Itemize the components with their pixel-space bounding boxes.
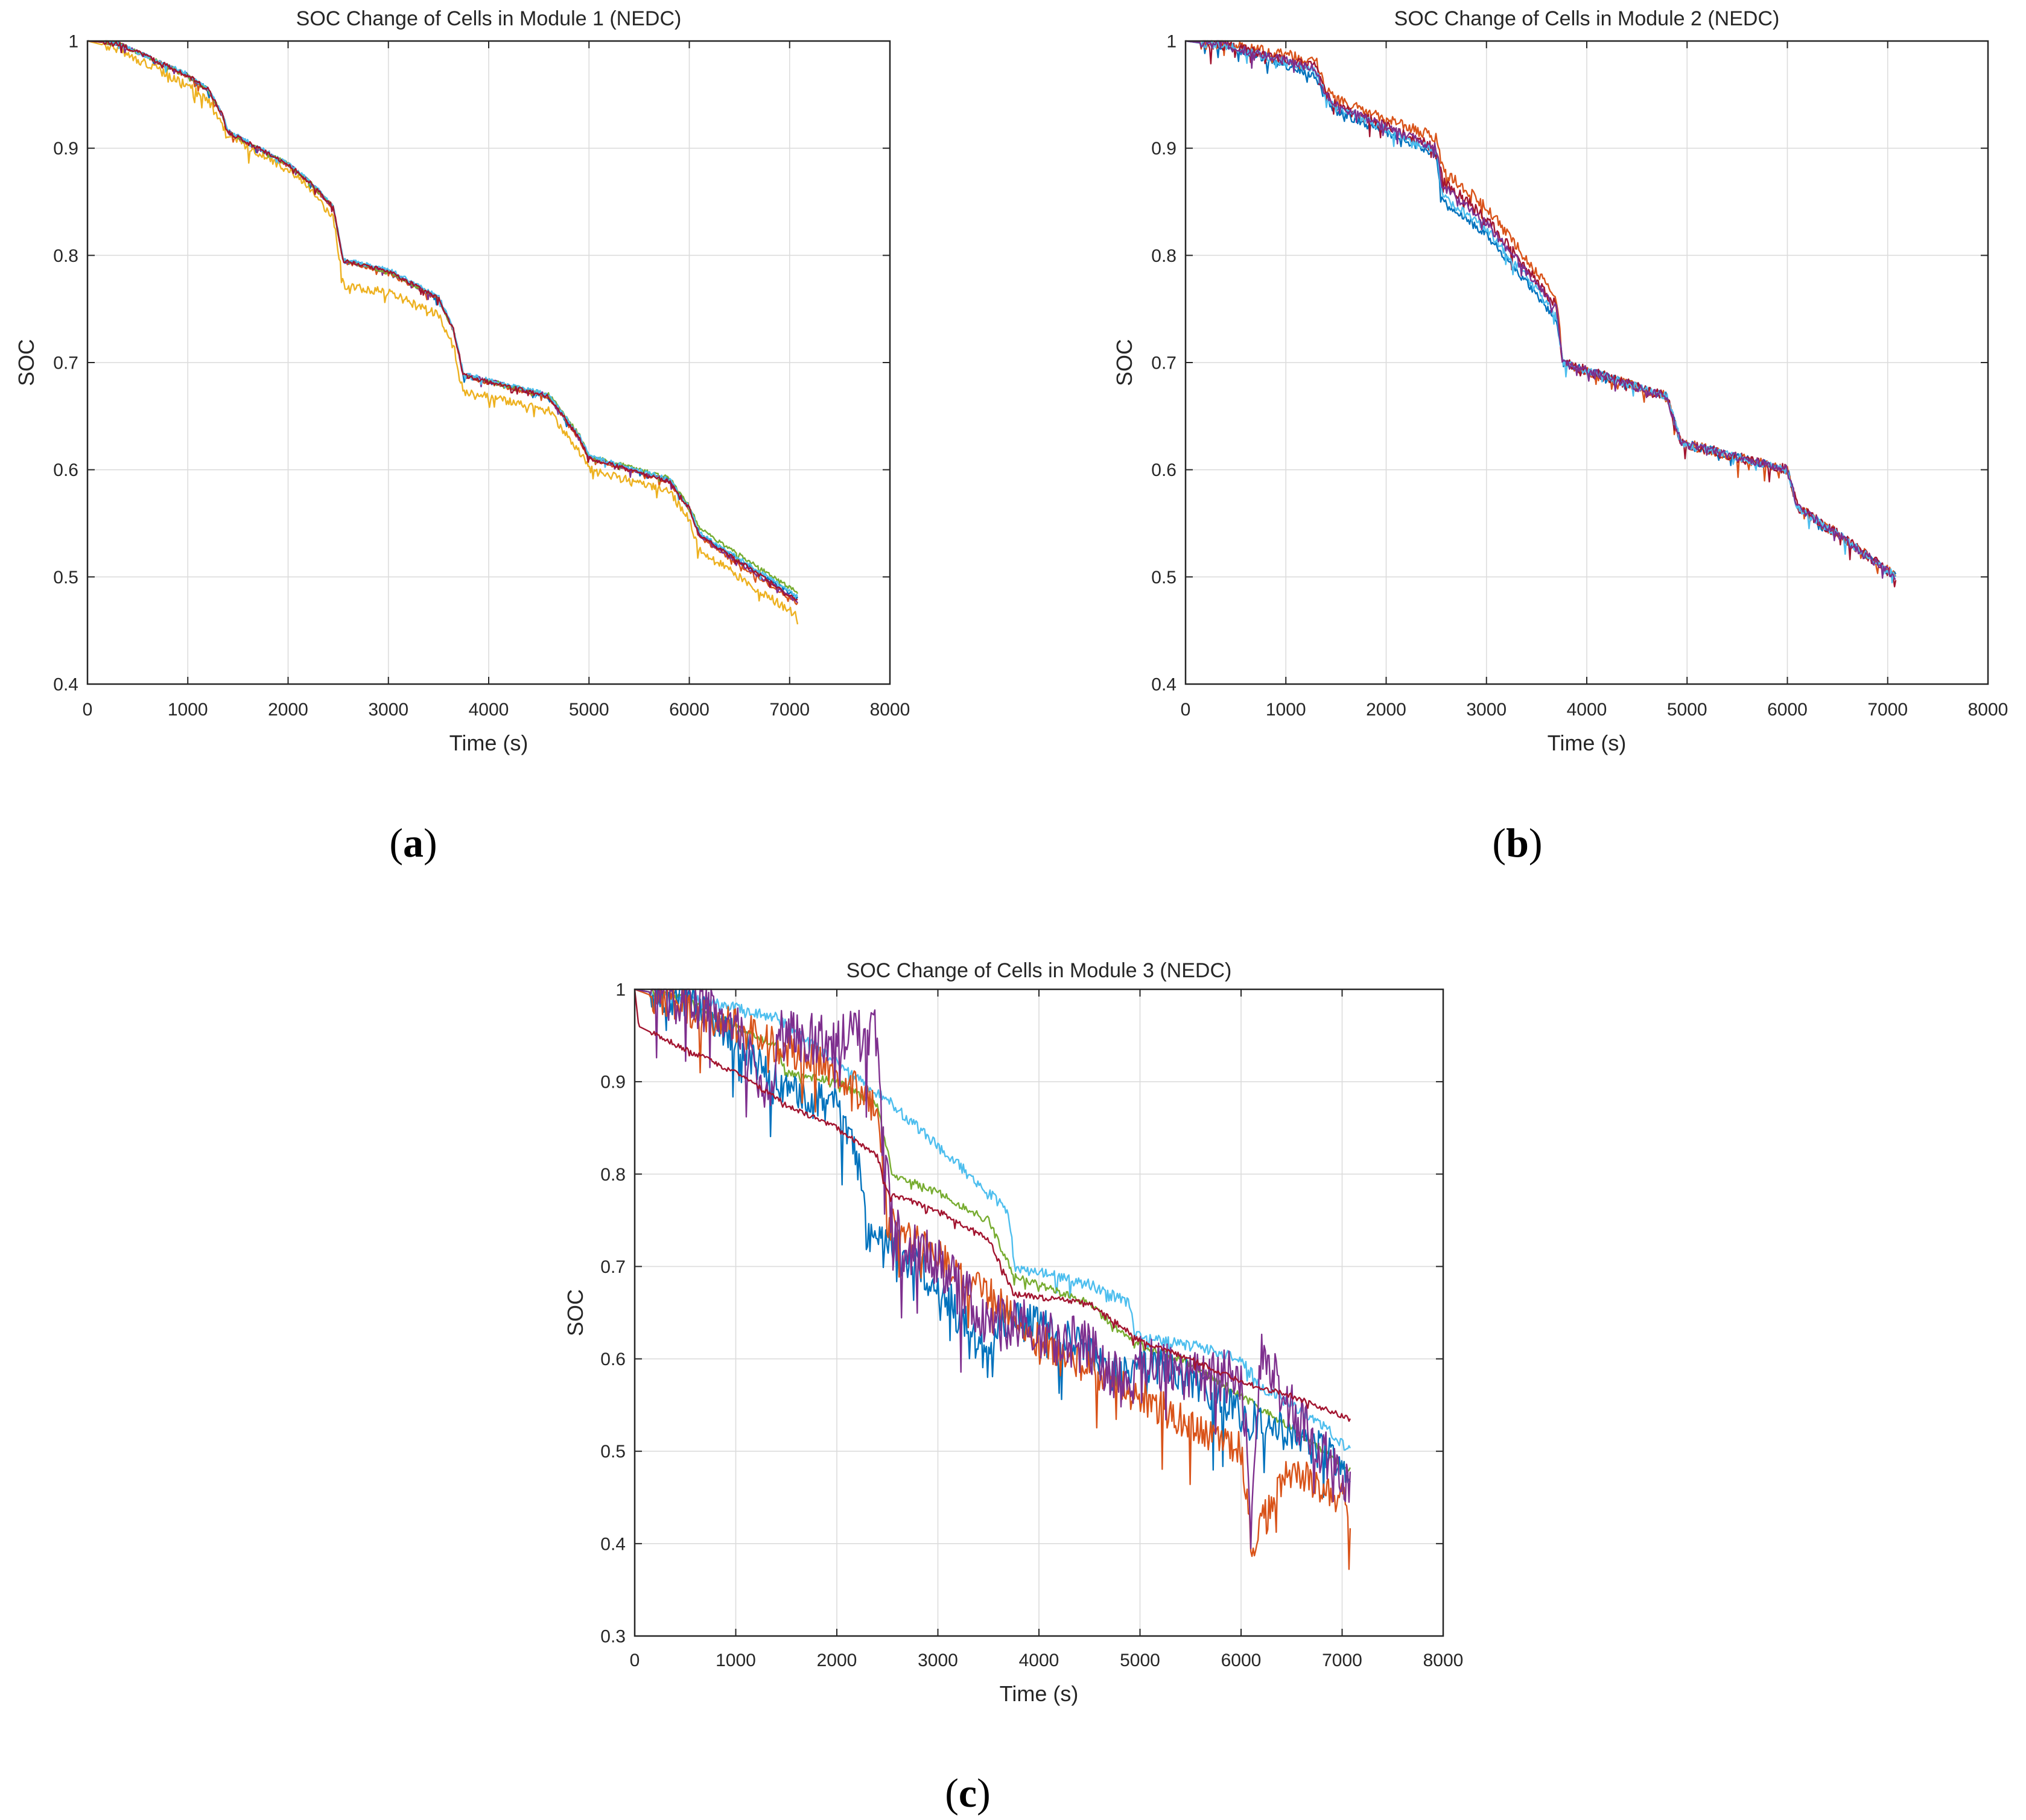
grid-a — [87, 41, 890, 684]
chart-title-a: SOC Change of Cells in Module 1 (NEDC) — [296, 7, 682, 30]
xtick-label-c-1: 1000 — [716, 1650, 756, 1670]
ytick-label-b-0: 0.4 — [1151, 675, 1177, 695]
ytick-label-a-1: 0.5 — [53, 568, 78, 588]
ytick-label-b-4: 0.8 — [1151, 246, 1177, 266]
y-axis-label-a: SOC — [14, 339, 39, 386]
ytick-label-a-4: 0.8 — [53, 246, 78, 266]
panel-b: SOC Change of Cells in Module 2 (NEDC) 0… — [1112, 7, 2008, 866]
ytick-label-c-7: 1 — [615, 980, 626, 1000]
caption-b: (b) — [1492, 820, 1542, 866]
xtick-label-b-3: 3000 — [1466, 700, 1507, 720]
ytick-label-c-6: 0.9 — [600, 1073, 626, 1092]
xtick-label-a-2: 2000 — [268, 700, 308, 720]
x-axis-label-b: Time (s) — [1548, 731, 1627, 755]
caption-a: (a) — [389, 820, 437, 866]
series-line-c-cell-purple — [634, 988, 1351, 1549]
series-a — [87, 40, 799, 625]
ytick-label-b-2: 0.6 — [1151, 460, 1177, 480]
ytick-label-b-5: 0.9 — [1151, 139, 1177, 159]
ticks-a — [87, 40, 891, 685]
ytick-label-b-1: 0.5 — [1151, 568, 1177, 588]
ytick-label-b-3: 0.7 — [1151, 354, 1177, 373]
ticks-c — [634, 989, 1444, 1637]
panel-a: SOC Change of Cells in Module 1 (NEDC) 0… — [14, 7, 910, 866]
chart-title-c: SOC Change of Cells in Module 3 (NEDC) — [846, 959, 1232, 982]
xtick-label-c-0: 0 — [630, 1650, 640, 1670]
ytick-label-b-6: 1 — [1166, 32, 1177, 52]
ticks-b — [1185, 40, 1989, 685]
xtick-label-c-7: 7000 — [1322, 1650, 1362, 1670]
xtick-label-a-4: 4000 — [469, 700, 509, 720]
series-line-c-cell-orange — [634, 988, 1351, 1570]
ytick-label-c-5: 0.8 — [600, 1165, 626, 1185]
series-line-c-cell-crimson — [634, 989, 1351, 1422]
xtick-label-a-6: 6000 — [669, 700, 710, 720]
xtick-label-a-3: 3000 — [368, 700, 408, 720]
xtick-label-a-8: 8000 — [870, 700, 910, 720]
xtick-label-c-4: 4000 — [1019, 1650, 1059, 1670]
series-line-a-cell-4 — [87, 40, 798, 604]
y-axis-label-b: SOC — [1112, 339, 1137, 386]
xtick-label-c-3: 3000 — [918, 1650, 958, 1670]
xtick-label-a-0: 0 — [83, 700, 93, 720]
xtick-label-b-6: 6000 — [1767, 700, 1808, 720]
ytick-label-a-3: 0.7 — [53, 354, 78, 373]
ytick-label-a-6: 1 — [68, 32, 78, 52]
xtick-label-b-2: 2000 — [1366, 700, 1406, 720]
xtick-label-b-1: 1000 — [1266, 700, 1306, 720]
caption-c: (c) — [945, 1770, 991, 1816]
series-line-b-cell-1 — [1185, 40, 1897, 575]
xtick-label-c-8: 8000 — [1423, 1650, 1464, 1670]
xtick-label-b-0: 0 — [1181, 700, 1191, 720]
y-axis-label-c: SOC — [563, 1289, 588, 1336]
xtick-label-b-8: 8000 — [1968, 700, 2009, 720]
grid-c — [635, 989, 1443, 1636]
series-line-b-cell-5 — [1185, 40, 1896, 580]
x-axis-label-a: Time (s) — [449, 731, 529, 755]
ytick-label-a-5: 0.9 — [53, 139, 78, 159]
series-line-b-cell-2 — [1185, 40, 1897, 580]
ytick-label-c-4: 0.7 — [600, 1257, 626, 1277]
xtick-label-c-6: 6000 — [1221, 1650, 1262, 1670]
xtick-label-c-2: 2000 — [817, 1650, 857, 1670]
chart-title-b: SOC Change of Cells in Module 2 (NEDC) — [1394, 7, 1780, 30]
series-line-c-cell-dark-blue — [634, 988, 1351, 1498]
series-line-c-cell-cyan — [634, 988, 1351, 1451]
panel-c: SOC Change of Cells in Module 3 (NEDC) 0… — [563, 959, 1463, 1816]
xtick-label-a-5: 5000 — [569, 700, 609, 720]
series-line-b-cell-3 — [1185, 40, 1897, 588]
xtick-label-b-4: 4000 — [1567, 700, 1607, 720]
xtick-label-c-5: 5000 — [1120, 1650, 1160, 1670]
grid-b — [1186, 41, 1988, 684]
xtick-label-b-5: 5000 — [1667, 700, 1707, 720]
ytick-label-c-2: 0.5 — [600, 1442, 626, 1462]
xtick-label-b-7: 7000 — [1867, 700, 1908, 720]
ytick-label-a-0: 0.4 — [53, 675, 78, 695]
ytick-label-c-0: 0.3 — [600, 1627, 626, 1647]
ytick-label-c-1: 0.4 — [600, 1534, 626, 1554]
ytick-label-a-2: 0.6 — [53, 460, 78, 480]
series-line-a-cell-7 — [87, 40, 798, 601]
series-b — [1185, 40, 1897, 588]
x-axis-label-c: Time (s) — [1000, 1681, 1079, 1706]
xtick-label-a-7: 7000 — [769, 700, 810, 720]
xtick-label-a-1: 1000 — [168, 700, 208, 720]
ytick-label-c-3: 0.6 — [600, 1349, 626, 1369]
series-c — [634, 988, 1351, 1570]
series-line-a-cell-3 — [87, 40, 799, 625]
series-line-b-cell-4 — [1185, 40, 1896, 584]
